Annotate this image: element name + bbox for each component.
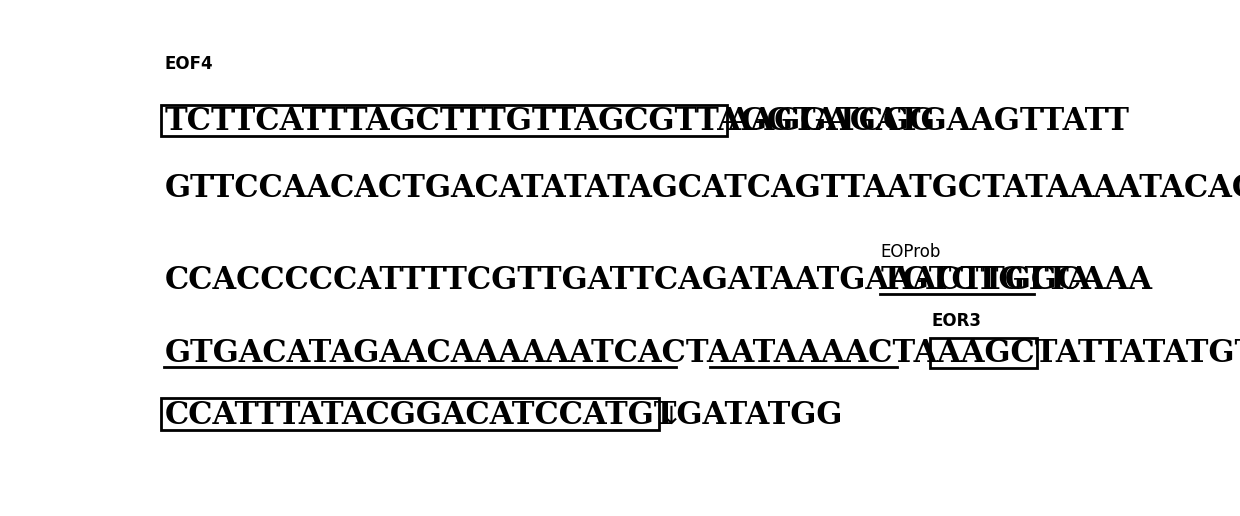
Bar — [161, 105, 727, 136]
Text: EOR3: EOR3 — [931, 312, 982, 330]
Text: TGTCTGTTA: TGTCTGTTA — [880, 265, 1091, 296]
Text: ↓: ↓ — [661, 405, 682, 429]
Bar — [161, 398, 658, 430]
Text: EOF4: EOF4 — [164, 56, 213, 73]
Text: CCACCCCCATTTTCGTTGATTCAGATAATGAAACTTGGCAAA: CCACCCCCATTTTCGTTGATTCAGATAATGAAACTTGGCA… — [164, 265, 1152, 296]
Text: CCATTTATACGGACATCCATGTGATATGG: CCATTTATACGGACATCCATGTGATATGG — [164, 400, 843, 431]
Text: TCTTCATTTAGCTTTGTTAGCGTTAGGTATCGG: TCTTCATTTAGCTTTGTTAGCGTTAGGTATCGG — [164, 106, 935, 137]
Text: AAGGAGATGAAGTTATT: AAGGAGATGAAGTTATT — [727, 106, 1128, 137]
Text: GTTCCAACACTGACATATATAGCATCAGTTAATGCTATAAAATACACAGGAG: GTTCCAACACTGACATATATAGCATCAGTTAATGCTATAA… — [164, 173, 1240, 204]
Text: EOProb: EOProb — [880, 243, 941, 261]
Bar — [930, 337, 1037, 368]
Text: GTGACATAGAACAAAAAATCACTAATAAAACTAAAGCTATTATATGTGTGT: GTGACATAGAACAAAAAATCACTAATAAAACTAAAGCTAT… — [164, 338, 1240, 369]
